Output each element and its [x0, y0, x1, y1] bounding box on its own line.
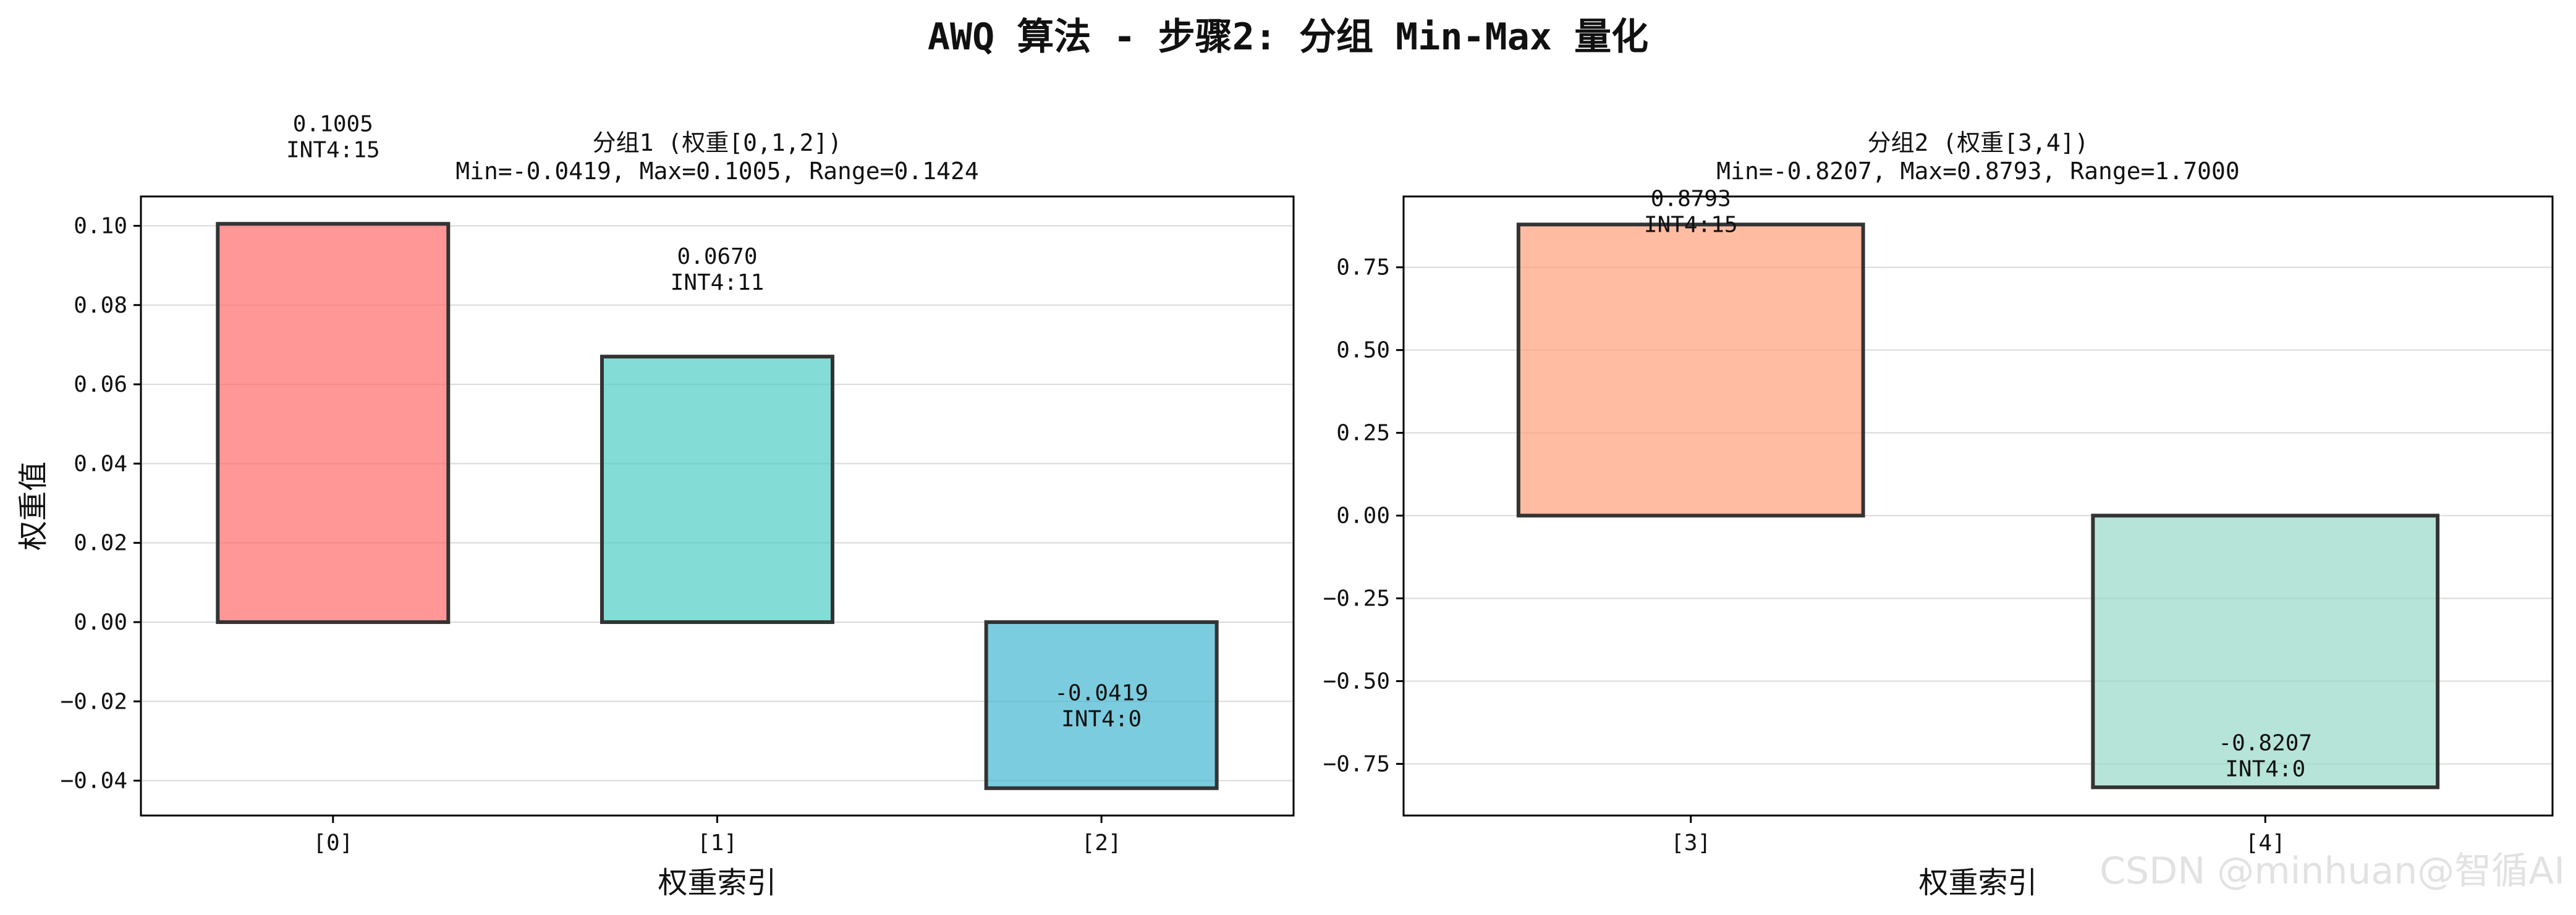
x-axis-label: 权重索引	[658, 866, 776, 900]
y-tick-label: 0.06	[74, 372, 127, 397]
bar-int4-label: INT4:0	[1061, 706, 1142, 732]
bar	[216, 222, 451, 624]
y-tick-label: −0.04	[61, 769, 127, 794]
y-tick-label: −0.02	[61, 689, 127, 714]
chart-title: 分组2 (权重[3,4])	[1868, 129, 2089, 156]
bar-int4-label: INT4:15	[1644, 212, 1738, 237]
chart-title: 分组1 (权重[0,1,2])	[593, 129, 842, 156]
x-tick-label: [4]	[2245, 830, 2286, 856]
y-tick-label: 0.10	[74, 213, 127, 238]
y-tick-label: 0.25	[1336, 421, 1390, 446]
bar-int4-label: INT4:0	[2225, 756, 2305, 782]
chart-subtitle: Min=-0.0419, Max=0.1005, Range=0.1424	[455, 158, 978, 185]
bar-value-label: 0.0670	[677, 244, 757, 269]
x-tick-label: [3]	[1671, 830, 1711, 856]
y-tick-label: −0.75	[1323, 751, 1390, 777]
bar	[1516, 222, 1865, 518]
x-tick-label: [0]	[313, 830, 353, 856]
bar-value-label: 0.1005	[293, 111, 373, 137]
y-tick-label: 0.50	[1336, 338, 1390, 363]
watermark: CSDN @minhuan@智循AI	[2099, 850, 2565, 893]
y-tick-label: 0.00	[74, 610, 127, 635]
y-tick-label: 0.04	[74, 451, 127, 476]
chart-subtitle: Min=-0.8207, Max=0.8793, Range=1.7000	[1716, 158, 2239, 185]
x-tick-label: [1]	[697, 830, 737, 856]
bar-value-label: -0.8207	[2218, 730, 2312, 756]
y-tick-label: −0.50	[1323, 668, 1390, 694]
bar	[984, 620, 1219, 790]
bar	[600, 355, 834, 624]
y-tick-label: 0.00	[1336, 504, 1390, 529]
x-axis-label: 权重索引	[1918, 866, 2037, 900]
bar-int4-label: INT4:11	[671, 270, 765, 295]
bar	[2091, 513, 2440, 790]
x-tick-label: [2]	[1082, 830, 1122, 856]
bar-value-label: -0.0419	[1054, 680, 1148, 706]
y-tick-label: 0.08	[74, 293, 127, 318]
y-tick-label: 0.75	[1336, 255, 1390, 280]
bar-value-label: 0.8793	[1651, 186, 1731, 211]
y-tick-label: 0.02	[74, 531, 127, 556]
y-axis-label: 权重值	[16, 462, 51, 550]
bar-int4-label: INT4:15	[286, 137, 380, 162]
y-tick-label: −0.25	[1323, 586, 1390, 611]
plot-frame	[1402, 195, 2554, 817]
figure-suptitle: AWQ 算法 - 步骤2: 分组 Min-Max 量化	[928, 15, 1648, 59]
